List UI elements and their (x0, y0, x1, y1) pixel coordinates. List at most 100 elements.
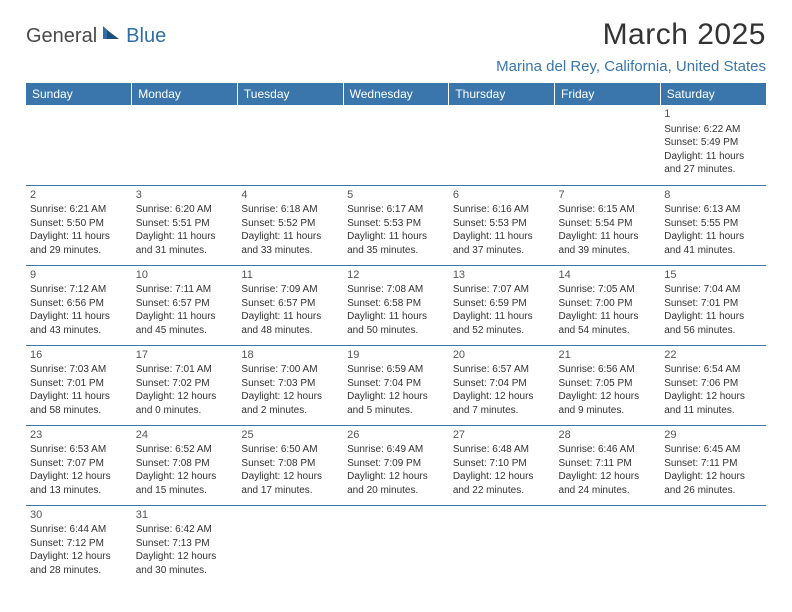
sunrise-line: Sunrise: 6:50 AM (241, 443, 339, 457)
calendar-cell: 28Sunrise: 6:46 AMSunset: 7:11 PMDayligh… (555, 425, 661, 505)
sunset-line: Sunset: 7:11 PM (664, 457, 762, 471)
calendar-cell: 26Sunrise: 6:49 AMSunset: 7:09 PMDayligh… (343, 425, 449, 505)
day-number: 21 (559, 348, 657, 363)
calendar-cell: 15Sunrise: 7:04 AMSunset: 7:01 PMDayligh… (660, 265, 766, 345)
calendar-cell: 30Sunrise: 6:44 AMSunset: 7:12 PMDayligh… (26, 505, 132, 585)
sunrise-line: Sunrise: 7:08 AM (347, 283, 445, 297)
daylight-line-2: and 43 minutes. (30, 324, 128, 338)
daylight-line-1: Daylight: 12 hours (136, 470, 234, 484)
calendar-row: 16Sunrise: 7:03 AMSunset: 7:01 PMDayligh… (26, 345, 766, 425)
daylight-line-2: and 9 minutes. (559, 404, 657, 418)
calendar-cell: 10Sunrise: 7:11 AMSunset: 6:57 PMDayligh… (132, 265, 238, 345)
sunrise-line: Sunrise: 6:18 AM (241, 203, 339, 217)
flag-icon (101, 24, 123, 47)
calendar-cell: 18Sunrise: 7:00 AMSunset: 7:03 PMDayligh… (237, 345, 343, 425)
calendar-cell: 7Sunrise: 6:15 AMSunset: 5:54 PMDaylight… (555, 185, 661, 265)
daylight-line-2: and 56 minutes. (664, 324, 762, 338)
day-number: 3 (136, 188, 234, 203)
calendar-cell: 14Sunrise: 7:05 AMSunset: 7:00 PMDayligh… (555, 265, 661, 345)
weekday-header: Friday (555, 83, 661, 105)
calendar-cell: 16Sunrise: 7:03 AMSunset: 7:01 PMDayligh… (26, 345, 132, 425)
daylight-line-2: and 26 minutes. (664, 484, 762, 498)
daylight-line-2: and 50 minutes. (347, 324, 445, 338)
daylight-line-2: and 17 minutes. (241, 484, 339, 498)
sunset-line: Sunset: 7:08 PM (241, 457, 339, 471)
calendar-table: SundayMondayTuesdayWednesdayThursdayFrid… (26, 83, 766, 585)
sunset-line: Sunset: 7:03 PM (241, 377, 339, 391)
sunrise-line: Sunrise: 6:49 AM (347, 443, 445, 457)
calendar-cell-blank (449, 505, 555, 585)
daylight-line-1: Daylight: 11 hours (136, 230, 234, 244)
header: General Blue March 2025 Marina del Rey, … (26, 18, 766, 75)
day-number: 7 (559, 188, 657, 203)
daylight-line-2: and 0 minutes. (136, 404, 234, 418)
daylight-line-1: Daylight: 12 hours (453, 470, 551, 484)
sunrise-line: Sunrise: 6:57 AM (453, 363, 551, 377)
sunset-line: Sunset: 5:49 PM (664, 136, 762, 150)
sunrise-line: Sunrise: 7:00 AM (241, 363, 339, 377)
daylight-line-2: and 5 minutes. (347, 404, 445, 418)
sunset-line: Sunset: 7:00 PM (559, 297, 657, 311)
day-number: 13 (453, 268, 551, 283)
day-number: 4 (241, 188, 339, 203)
daylight-line-1: Daylight: 11 hours (30, 310, 128, 324)
daylight-line-1: Daylight: 11 hours (241, 310, 339, 324)
sunset-line: Sunset: 5:51 PM (136, 217, 234, 231)
day-number: 23 (30, 428, 128, 443)
sunrise-line: Sunrise: 6:53 AM (30, 443, 128, 457)
weekday-header: Monday (132, 83, 238, 105)
daylight-line-2: and 35 minutes. (347, 244, 445, 258)
sunrise-line: Sunrise: 6:42 AM (136, 523, 234, 537)
daylight-line-1: Daylight: 12 hours (30, 470, 128, 484)
sunrise-line: Sunrise: 6:54 AM (664, 363, 762, 377)
calendar-row: 1Sunrise: 6:22 AMSunset: 5:49 PMDaylight… (26, 105, 766, 185)
daylight-line-1: Daylight: 11 hours (30, 230, 128, 244)
daylight-line-1: Daylight: 11 hours (347, 230, 445, 244)
calendar-cell: 4Sunrise: 6:18 AMSunset: 5:52 PMDaylight… (237, 185, 343, 265)
daylight-line-2: and 29 minutes. (30, 244, 128, 258)
daylight-line-1: Daylight: 11 hours (453, 310, 551, 324)
sunset-line: Sunset: 5:53 PM (347, 217, 445, 231)
location-text: Marina del Rey, California, United State… (496, 58, 766, 75)
day-number: 30 (30, 508, 128, 523)
day-number: 12 (347, 268, 445, 283)
weekday-header: Wednesday (343, 83, 449, 105)
daylight-line-2: and 52 minutes. (453, 324, 551, 338)
daylight-line-2: and 41 minutes. (664, 244, 762, 258)
calendar-cell: 13Sunrise: 7:07 AMSunset: 6:59 PMDayligh… (449, 265, 555, 345)
calendar-cell: 21Sunrise: 6:56 AMSunset: 7:05 PMDayligh… (555, 345, 661, 425)
daylight-line-2: and 33 minutes. (241, 244, 339, 258)
sunset-line: Sunset: 7:12 PM (30, 537, 128, 551)
logo-text-blue: Blue (126, 25, 166, 48)
day-number: 27 (453, 428, 551, 443)
calendar-row: 23Sunrise: 6:53 AMSunset: 7:07 PMDayligh… (26, 425, 766, 505)
daylight-line-2: and 11 minutes. (664, 404, 762, 418)
daylight-line-1: Daylight: 11 hours (559, 230, 657, 244)
sunrise-line: Sunrise: 7:04 AM (664, 283, 762, 297)
daylight-line-1: Daylight: 11 hours (30, 390, 128, 404)
calendar-cell: 9Sunrise: 7:12 AMSunset: 6:56 PMDaylight… (26, 265, 132, 345)
title-block: March 2025 Marina del Rey, California, U… (496, 18, 766, 75)
daylight-line-2: and 39 minutes. (559, 244, 657, 258)
calendar-cell-blank (343, 105, 449, 185)
sunrise-line: Sunrise: 6:21 AM (30, 203, 128, 217)
sunset-line: Sunset: 7:05 PM (559, 377, 657, 391)
daylight-line-2: and 31 minutes. (136, 244, 234, 258)
sunset-line: Sunset: 6:58 PM (347, 297, 445, 311)
daylight-line-2: and 28 minutes. (30, 564, 128, 578)
daylight-line-1: Daylight: 11 hours (664, 150, 762, 164)
day-number: 16 (30, 348, 128, 363)
day-number: 15 (664, 268, 762, 283)
day-number: 10 (136, 268, 234, 283)
logo: General Blue (26, 24, 166, 49)
daylight-line-2: and 24 minutes. (559, 484, 657, 498)
sunrise-line: Sunrise: 6:45 AM (664, 443, 762, 457)
sunrise-line: Sunrise: 7:11 AM (136, 283, 234, 297)
calendar-cell-blank (343, 505, 449, 585)
sunset-line: Sunset: 7:10 PM (453, 457, 551, 471)
daylight-line-1: Daylight: 11 hours (664, 230, 762, 244)
calendar-cell-blank (26, 105, 132, 185)
sunset-line: Sunset: 7:07 PM (30, 457, 128, 471)
calendar-cell-blank (237, 505, 343, 585)
sunset-line: Sunset: 7:11 PM (559, 457, 657, 471)
